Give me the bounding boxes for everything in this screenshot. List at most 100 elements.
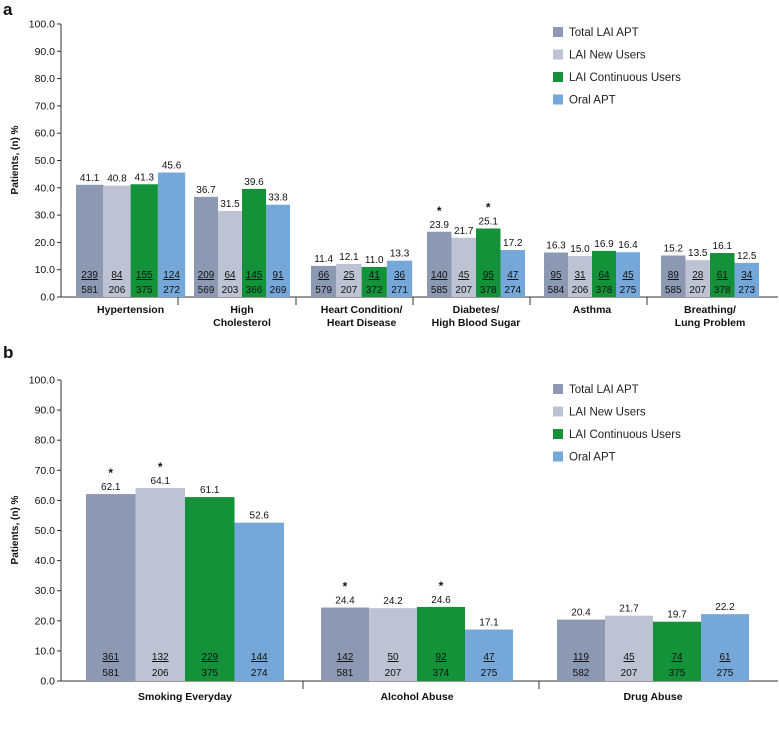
bar-value-label: 23.9 xyxy=(430,220,450,231)
significance-star: * xyxy=(108,466,113,480)
legend-label-1: LAI New Users xyxy=(569,50,646,62)
legend-swatch-1 xyxy=(553,49,563,60)
bar-count-numerator: 239 xyxy=(81,270,98,281)
panel-a-ytick-label: 90.0 xyxy=(35,46,56,58)
bar-value-label: 24.4 xyxy=(335,596,355,607)
bar-b-0-2 xyxy=(557,619,605,681)
bar-b-3-0 xyxy=(234,522,284,681)
panel-a-ytick-label: 30.0 xyxy=(35,210,56,222)
bar-a-2-4 xyxy=(592,250,616,297)
bar-value-label: 33.8 xyxy=(268,193,288,204)
panel-b-ytick-label: 0.0 xyxy=(40,676,55,688)
bar-value-label: 24.2 xyxy=(383,596,403,607)
bar-count-denominator: 274 xyxy=(504,285,521,296)
bar-count-denominator: 207 xyxy=(385,668,402,679)
bar-count-numerator: 361 xyxy=(102,652,119,663)
bar-count-denominator: 372 xyxy=(366,285,383,296)
bar-count-numerator: 89 xyxy=(668,270,680,281)
bar-count-denominator: 207 xyxy=(689,285,706,296)
bar-count-numerator: 31 xyxy=(574,270,586,281)
bar-a-0-5 xyxy=(661,255,686,297)
panel-a-ytick-label: 40.0 xyxy=(35,182,56,194)
bar-count-denominator: 581 xyxy=(102,668,119,679)
category-label: Drug Abuse xyxy=(623,691,682,703)
bar-count-numerator: 64 xyxy=(224,270,236,281)
legend-swatch-3 xyxy=(553,94,563,105)
bar-count-denominator: 375 xyxy=(201,668,218,679)
panel-b-ytick-label: 30.0 xyxy=(35,585,56,597)
bar-value-label: 61.1 xyxy=(200,485,220,496)
significance-star: * xyxy=(486,200,491,214)
bar-count-denominator: 273 xyxy=(738,285,755,296)
bar-value-label: 11.0 xyxy=(365,255,384,266)
bar-count-numerator: 142 xyxy=(337,652,354,663)
bar-a-1-5 xyxy=(685,260,710,297)
bar-a-1-1 xyxy=(218,211,242,297)
bar-value-label: 25.1 xyxy=(479,216,499,227)
category-label: Breathing/ xyxy=(684,304,736,316)
bar-count-numerator: 145 xyxy=(246,270,263,281)
bar-count-denominator: 581 xyxy=(81,285,98,296)
bar-value-label: 15.2 xyxy=(664,244,684,255)
bar-count-numerator: 95 xyxy=(483,270,495,281)
bar-count-numerator: 47 xyxy=(483,652,495,663)
bar-count-numerator: 144 xyxy=(251,652,268,663)
bar-value-label: 41.3 xyxy=(135,172,155,183)
bar-count-numerator: 95 xyxy=(550,270,562,281)
panel-b-ytick-label: 70.0 xyxy=(35,465,56,477)
significance-star: * xyxy=(437,204,442,218)
panel-a-label: a xyxy=(3,0,13,19)
bar-a-3-1 xyxy=(266,204,290,297)
legend-label-3: Oral APT xyxy=(569,95,616,107)
bar-count-numerator: 64 xyxy=(598,270,610,281)
bar-count-denominator: 366 xyxy=(246,285,263,296)
panel-a-ytick-label: 0.0 xyxy=(40,292,55,304)
legend-label-3: Oral APT xyxy=(569,452,616,464)
bar-count-denominator: 375 xyxy=(136,285,153,296)
legend-swatch-0 xyxy=(553,27,563,37)
bar-count-denominator: 585 xyxy=(665,285,682,296)
bar-count-denominator: 207 xyxy=(621,668,638,679)
category-label: Alcohol Abuse xyxy=(380,691,453,703)
panel-b-ytick-label: 90.0 xyxy=(35,405,56,417)
panel-b-ytick-label: 20.0 xyxy=(35,615,56,627)
bar-b-2-2 xyxy=(653,621,701,681)
bar-value-label: 13.3 xyxy=(390,249,410,260)
bar-count-numerator: 229 xyxy=(201,652,218,663)
bar-count-numerator: 45 xyxy=(623,652,635,663)
category-label: Cholesterol xyxy=(213,317,271,329)
bar-a-0-2 xyxy=(311,265,337,297)
bar-count-denominator: 585 xyxy=(431,285,448,296)
category-label: Hypertension xyxy=(97,304,164,316)
bar-value-label: 12.1 xyxy=(339,252,359,263)
bar-value-label: 36.7 xyxy=(196,185,216,196)
bar-b-0-1 xyxy=(321,607,369,681)
bar-count-denominator: 378 xyxy=(480,285,497,296)
significance-star: * xyxy=(158,460,163,474)
bar-a-3-0 xyxy=(157,172,186,297)
bar-value-label: 62.1 xyxy=(101,482,121,493)
category-label: Heart Disease xyxy=(327,317,397,329)
legend-label-0: Total LAI APT xyxy=(569,384,639,396)
category-label: Diabetes/ xyxy=(453,304,500,316)
legend-label-0: Total LAI APT xyxy=(569,27,639,39)
bar-value-label: 52.6 xyxy=(250,511,270,522)
bar-count-denominator: 569 xyxy=(198,285,215,296)
bar-b-0-0 xyxy=(86,494,136,681)
bar-count-denominator: 579 xyxy=(315,285,332,296)
bar-a-0-3 xyxy=(427,231,452,297)
panel-b-ytick-label: 80.0 xyxy=(35,435,56,447)
legend-label-1: LAI New Users xyxy=(569,407,646,419)
bar-a-2-3 xyxy=(476,228,501,297)
bar-count-numerator: 132 xyxy=(152,652,169,663)
bar-count-numerator: 209 xyxy=(198,270,215,281)
bar-count-numerator: 28 xyxy=(692,270,704,281)
bar-count-numerator: 91 xyxy=(272,270,284,281)
bar-count-numerator: 119 xyxy=(573,652,589,663)
panel-b-ytick-label: 40.0 xyxy=(35,555,56,567)
bar-b-2-0 xyxy=(185,497,235,681)
bar-value-label: 20.4 xyxy=(571,608,591,619)
panel-a-y-axis-label: Patients, (n) % xyxy=(10,125,21,194)
bar-a-3-5 xyxy=(734,262,759,297)
